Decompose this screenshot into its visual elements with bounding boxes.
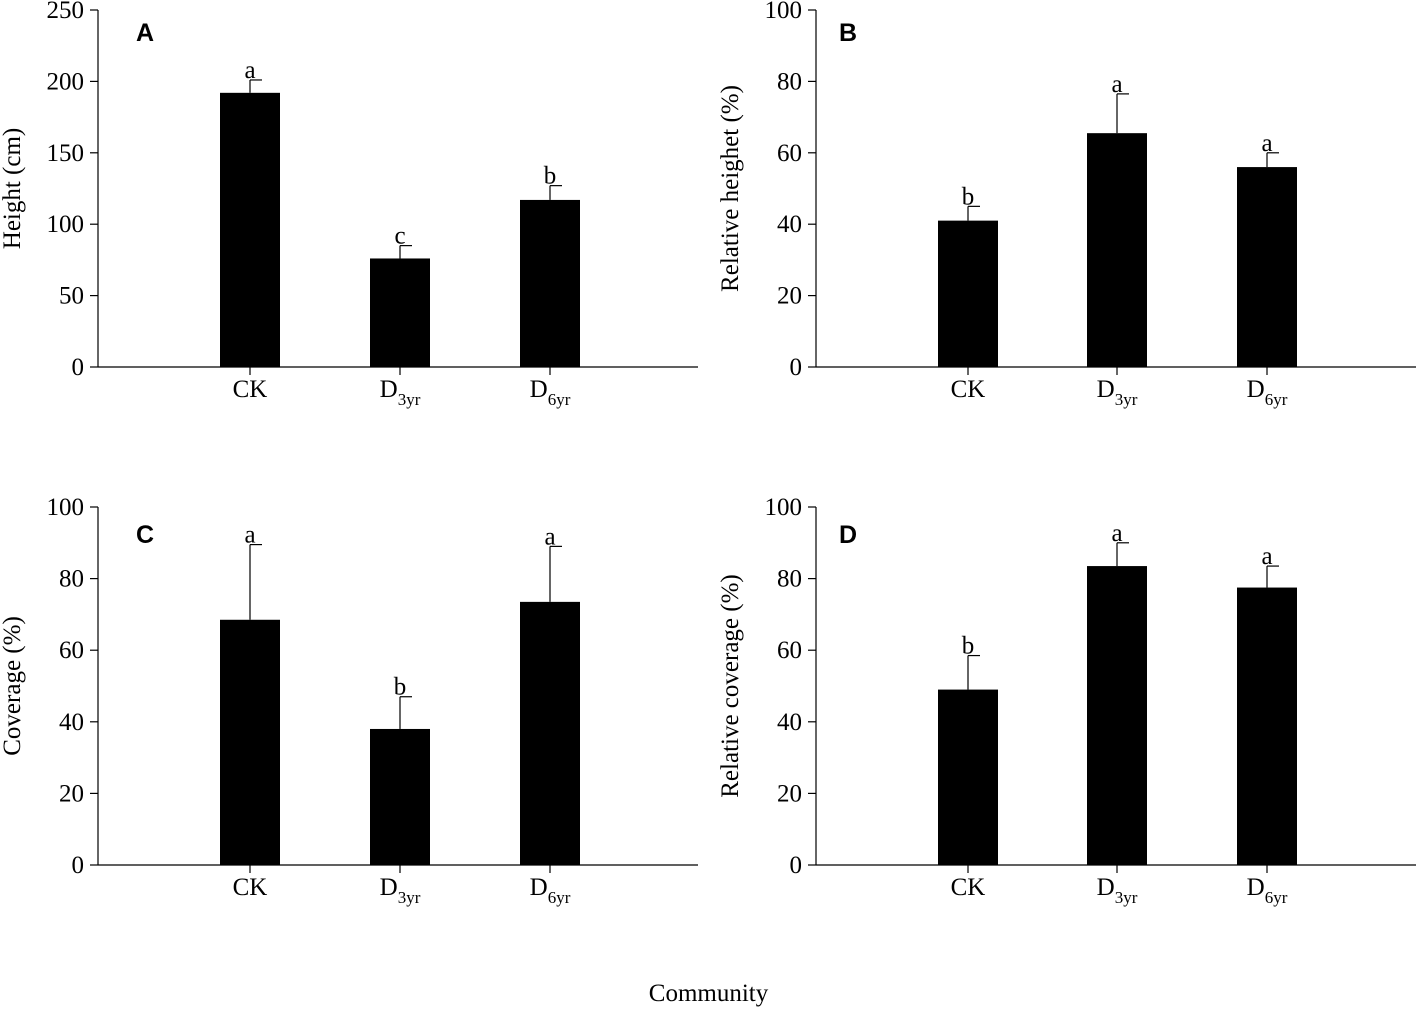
y-tick-label: 50 (59, 283, 84, 310)
panel-letter: B (839, 19, 857, 47)
x-tick-label: D3yr (380, 376, 421, 409)
y-tick-label: 60 (777, 140, 802, 167)
y-tick-label: 0 (72, 354, 85, 381)
y-tick-label: 80 (777, 566, 802, 593)
bar (370, 258, 430, 367)
significance-letter: b (962, 633, 975, 660)
bar (220, 619, 280, 865)
y-tick-label: 0 (790, 354, 803, 381)
x-tick-label: CK (233, 376, 268, 403)
bar (220, 92, 280, 367)
x-tick-label-subscript: 6yr (548, 888, 571, 907)
x-tick-label: D3yr (1097, 376, 1138, 409)
bar (1237, 587, 1297, 865)
panel-letter: D (839, 521, 857, 549)
bar (520, 601, 580, 865)
y-tick-label: 20 (59, 780, 84, 807)
bar (520, 199, 580, 367)
x-tick-label: D6yr (530, 376, 571, 409)
x-tick-label: D6yr (530, 874, 571, 907)
x-tick-label-subscript: 3yr (1115, 390, 1138, 409)
y-tick-label: 40 (777, 211, 802, 238)
y-tick-label: 80 (59, 566, 84, 593)
y-tick-label: 20 (777, 780, 802, 807)
x-tick-label-subscript: 3yr (398, 390, 421, 409)
y-tick-label: 0 (72, 852, 85, 879)
significance-letter: a (244, 57, 255, 84)
significance-letter: a (1261, 130, 1272, 157)
x-tick-label-subscript: 6yr (548, 390, 571, 409)
significance-letter: a (1111, 520, 1122, 547)
y-tick-label: 100 (765, 0, 803, 24)
x-tick-label-subscript: 3yr (398, 888, 421, 907)
y-tick-label: 100 (47, 211, 85, 238)
y-axis-label: Relative heighet (%) (717, 85, 744, 292)
bar (938, 220, 998, 367)
significance-letter: a (1111, 71, 1122, 98)
x-tick-label: D3yr (380, 874, 421, 907)
y-axis-label: Height (cm) (0, 128, 26, 249)
y-tick-label: 150 (47, 140, 85, 167)
significance-letter: c (394, 223, 405, 250)
panel-b: 0 20 40 60 80 100 Relative heighet (%) Bb CK a D3y… (717, 0, 1416, 409)
bar (938, 689, 998, 865)
y-tick-label: 100 (47, 494, 85, 521)
bar (1087, 566, 1147, 865)
y-axis-label: Coverage (%) (0, 616, 26, 756)
significance-letter: b (544, 163, 557, 190)
bar (1087, 133, 1147, 367)
y-axis-label: Relative coverage (%) (717, 574, 744, 798)
common-x-axis-label: Community (648, 980, 769, 1007)
x-tick-label: D3yr (1097, 874, 1138, 907)
y-tick-label: 250 (47, 0, 85, 24)
y-tick-label: 80 (777, 68, 802, 95)
panel-a: 0 50 100 150 200 250 Height (cm) Aa CK c D3yr b D6yr (0, 0, 698, 409)
x-tick-label: D6yr (1247, 376, 1288, 409)
x-tick-label-subscript: 6yr (1265, 888, 1288, 907)
bar (1237, 167, 1297, 367)
y-tick-label: 100 (765, 494, 803, 521)
panel-letter: C (136, 521, 154, 549)
x-tick-label: D6yr (1247, 874, 1288, 907)
x-tick-label: CK (233, 874, 268, 901)
y-tick-label: 60 (777, 637, 802, 664)
significance-letter: a (1261, 543, 1272, 570)
panel-c: 0 20 40 60 80 100 Coverage (%) C a CK b D3yr a D6yr (0, 494, 698, 907)
x-tick-label: CK (951, 376, 986, 403)
y-tick-label: 60 (59, 637, 84, 664)
panel-d: 0 20 40 60 80 100 Relative coverage (%) Db CK a D3… (717, 494, 1416, 907)
y-tick-label: 200 (47, 68, 85, 95)
significance-letter: a (544, 523, 555, 550)
significance-letter: a (244, 522, 255, 549)
x-tick-label-subscript: 3yr (1115, 888, 1138, 907)
panel-letter: A (136, 19, 154, 47)
x-tick-label: CK (951, 874, 986, 901)
significance-letter: b (962, 183, 975, 210)
x-tick-label-subscript: 6yr (1265, 390, 1288, 409)
y-tick-label: 40 (59, 709, 84, 736)
significance-letter: b (394, 674, 407, 701)
y-tick-label: 0 (790, 852, 803, 879)
y-tick-label: 40 (777, 709, 802, 736)
y-tick-label: 20 (777, 283, 802, 310)
bar (370, 728, 430, 865)
